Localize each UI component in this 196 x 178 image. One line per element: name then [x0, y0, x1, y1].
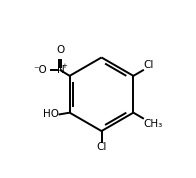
Text: Cl: Cl [96, 142, 107, 152]
Text: ⁻O: ⁻O [33, 65, 47, 75]
Text: Cl: Cl [144, 60, 154, 70]
Text: O: O [56, 45, 65, 55]
Text: CH₃: CH₃ [144, 119, 163, 129]
Text: HO: HO [43, 109, 59, 119]
Text: N: N [57, 65, 64, 75]
Text: +: + [61, 63, 67, 69]
